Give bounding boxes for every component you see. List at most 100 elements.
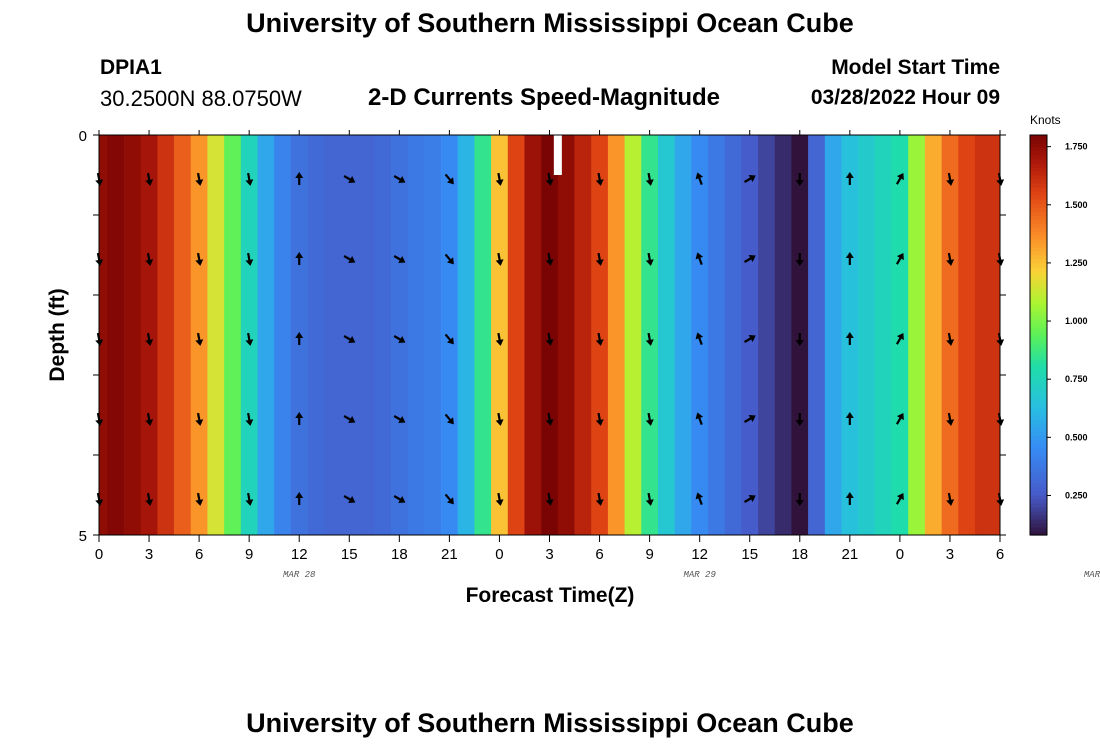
colorbar-step [1030, 459, 1047, 464]
heatmap-cell [858, 455, 876, 535]
colorbar-step [1030, 295, 1047, 300]
colorbar-step [1030, 399, 1047, 404]
colorbar-tick-label: 1.000 [1065, 316, 1088, 326]
heatmap-cell [307, 135, 325, 215]
colorbar-step [1030, 395, 1047, 400]
heatmap-cell [958, 455, 976, 535]
colorbar-step [1030, 347, 1047, 352]
date-label: MAR 28 [283, 570, 316, 580]
colorbar-unit-label: Knots [1030, 113, 1061, 127]
heatmap-cell [324, 215, 342, 295]
heatmap-cell [607, 455, 625, 535]
colorbar-step [1030, 431, 1047, 436]
heatmap-cell [991, 455, 1001, 535]
heatmap-cell [958, 135, 976, 215]
colorbar-step [1030, 327, 1047, 332]
x-tick-label: 0 [95, 546, 103, 563]
heatmap-cell [908, 215, 926, 295]
heatmap-cell [774, 215, 792, 295]
colorbar-step [1030, 379, 1047, 384]
current-arrow [495, 492, 504, 506]
heatmap-cell [390, 455, 408, 535]
x-tick-label: 0 [495, 546, 503, 563]
heatmap-cell [107, 455, 125, 535]
heatmap-cell [958, 375, 976, 455]
heatmap-cell [157, 455, 175, 535]
colorbar-step [1030, 167, 1047, 172]
colorbar-step [1030, 223, 1047, 228]
current-arrow [645, 332, 654, 346]
current-arrow [695, 332, 704, 346]
colorbar-step [1030, 283, 1047, 288]
heatmap-cell [557, 215, 575, 295]
x-tick-label: 6 [996, 546, 1004, 563]
colorbar-step [1030, 227, 1047, 232]
heatmap-cell [424, 375, 442, 455]
heatmap-cell [808, 215, 826, 295]
colorbar-step [1030, 443, 1047, 448]
heatmap-cell [624, 295, 642, 375]
heatmap-cell [424, 455, 442, 535]
heatmap-cell [607, 295, 625, 375]
heatmap-cell [99, 295, 108, 375]
colorbar-step [1030, 135, 1047, 140]
current-arrow [895, 172, 904, 185]
heatmap-cell [174, 135, 192, 215]
x-tick-label: 18 [791, 546, 808, 563]
heatmap-cell [824, 215, 842, 295]
heatmap-cell [390, 375, 408, 455]
heatmap-cell [457, 455, 475, 535]
heatmap-cell [374, 455, 392, 535]
current-arrow [145, 172, 154, 186]
colorbar-step [1030, 383, 1047, 388]
heatmap-cell [607, 375, 625, 455]
x-tick-label: 6 [195, 546, 203, 563]
heatmap-cell [991, 135, 1001, 215]
current-arrow [495, 172, 504, 186]
heatmap-cell [424, 295, 442, 375]
colorbar-step [1030, 247, 1047, 252]
heatmap-cell [924, 135, 942, 215]
x-tick-label: 0 [896, 546, 904, 563]
heatmap-cell [924, 215, 942, 295]
heatmap-cell [274, 215, 292, 295]
heatmap-cell [407, 135, 425, 215]
heatmap-cell [974, 375, 992, 455]
heatmap-cell [958, 215, 976, 295]
current-arrow [444, 173, 454, 185]
heatmap-cell [708, 455, 725, 535]
heatmap-cell [824, 455, 842, 535]
current-arrow [195, 492, 204, 506]
heatmap-cell [324, 135, 342, 215]
colorbar-step [1030, 183, 1047, 188]
colorbar-step [1030, 343, 1047, 348]
heatmap-cell [708, 135, 725, 215]
current-arrow [946, 172, 955, 186]
heatmap-cell [758, 215, 776, 295]
x-axis-label: Forecast Time(Z) [465, 584, 635, 607]
colorbar-step [1030, 363, 1047, 368]
heatmap-cell [207, 295, 225, 375]
heatmap-cell [657, 135, 675, 215]
heatmap-cell [524, 455, 542, 535]
heatmap-cell [357, 215, 375, 295]
colorbar-step [1030, 143, 1047, 148]
current-arrow [743, 495, 756, 503]
heatmap-cell [724, 455, 742, 535]
current-arrow [393, 255, 406, 263]
heatmap-cell [257, 215, 275, 295]
current-arrow [444, 493, 454, 505]
heatmap-cell [174, 455, 192, 535]
heatmap-cell [741, 295, 759, 375]
x-tick-label: 21 [441, 546, 458, 563]
current-arrow [845, 332, 854, 345]
heatmap-cell [157, 295, 175, 375]
colorbar-step [1030, 483, 1047, 488]
heatmap-cell [357, 295, 375, 375]
x-tick-label: 9 [245, 546, 253, 563]
heatmap-cell [207, 135, 225, 215]
current-arrow [595, 332, 604, 346]
heatmap-cell [991, 215, 1001, 295]
heatmap-cell [574, 215, 592, 295]
heatmap-cell [808, 375, 826, 455]
